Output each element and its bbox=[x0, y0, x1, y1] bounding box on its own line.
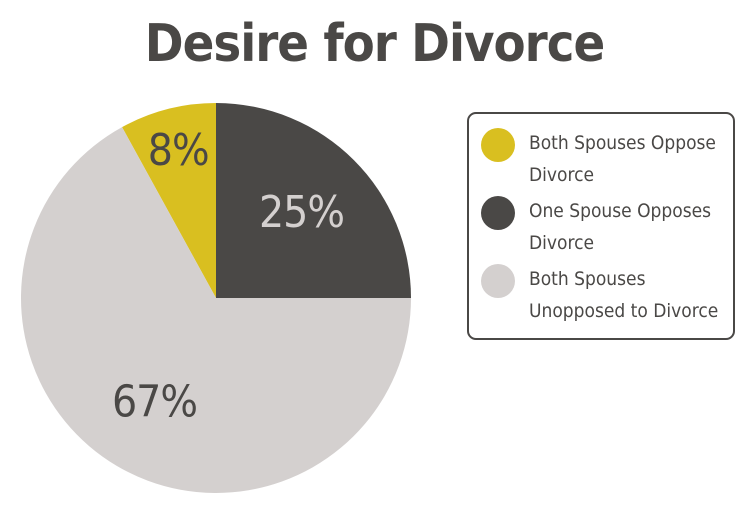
pie-slice-both-unopposed bbox=[21, 127, 412, 493]
legend-item-both-oppose: Both Spouses Oppose Divorce bbox=[481, 128, 729, 191]
slice-label-one-opposes: 25% bbox=[259, 187, 344, 238]
legend-swatch-both-oppose bbox=[481, 128, 515, 162]
legend-label-one-opposes: One Spouse Opposes Divorce bbox=[529, 200, 712, 254]
pie-slice-one-opposes bbox=[216, 103, 411, 298]
legend-swatch-both-unopposed bbox=[481, 264, 515, 298]
legend-item-one-opposes: One Spouse Opposes Divorce bbox=[481, 196, 729, 259]
chart-title: Desire for Divorce bbox=[144, 14, 605, 74]
legend: Both Spouses Oppose Divorce One Spouse O… bbox=[467, 112, 735, 340]
pie-slice-both-oppose bbox=[122, 103, 216, 298]
legend-label-both-unopposed: Both Spouses Unopposed to Divorce bbox=[529, 268, 719, 322]
slice-label-both-oppose: 8% bbox=[148, 125, 209, 176]
legend-label-both-oppose: Both Spouses Oppose Divorce bbox=[529, 132, 716, 186]
slice-label-both-unopposed: 67% bbox=[112, 377, 197, 428]
legend-swatch-one-opposes bbox=[481, 196, 515, 230]
legend-item-both-unopposed: Both Spouses Unopposed to Divorce bbox=[481, 264, 729, 327]
